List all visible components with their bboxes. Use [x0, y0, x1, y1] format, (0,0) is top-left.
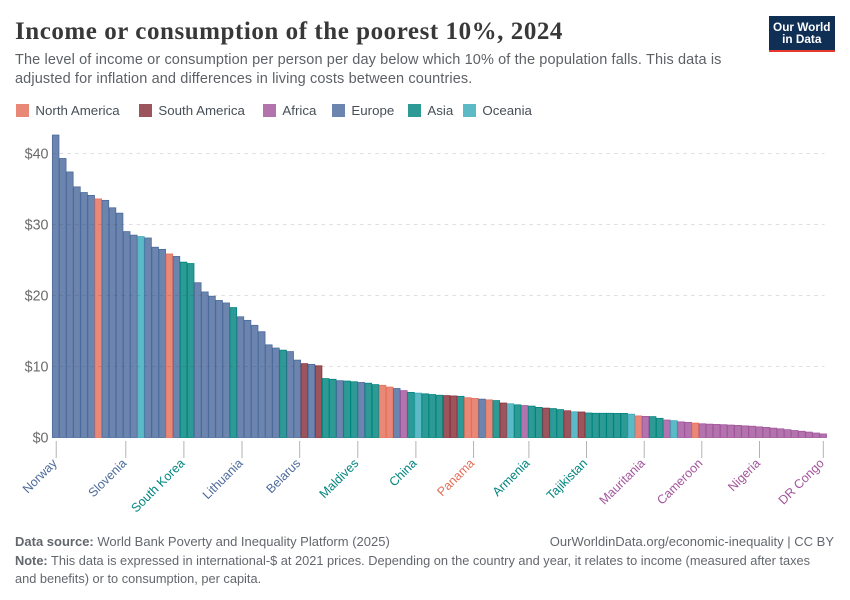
svg-text:Nigeria: Nigeria — [725, 456, 763, 494]
svg-text:$10: $10 — [25, 360, 49, 376]
svg-text:Cameroon: Cameroon — [654, 456, 705, 507]
svg-text:$30: $30 — [25, 218, 49, 234]
svg-text:Lithuania: Lithuania — [200, 456, 246, 502]
svg-text:Tajikistan: Tajikistan — [544, 456, 590, 502]
svg-text:Slovenia: Slovenia — [86, 456, 130, 500]
svg-text:$20: $20 — [25, 289, 49, 305]
svg-text:China: China — [387, 456, 420, 489]
svg-text:DR Congo: DR Congo — [776, 456, 827, 507]
svg-text:$0: $0 — [33, 431, 49, 447]
svg-text:Maldives: Maldives — [317, 456, 362, 501]
svg-text:Norway: Norway — [20, 456, 60, 496]
svg-text:South Korea: South Korea — [128, 456, 187, 515]
svg-text:Belarus: Belarus — [263, 456, 303, 496]
svg-text:Mauritania: Mauritania — [597, 456, 648, 507]
svg-text:Panama: Panama — [434, 456, 477, 499]
svg-text:Armenia: Armenia — [490, 456, 533, 499]
svg-text:$40: $40 — [25, 147, 49, 163]
